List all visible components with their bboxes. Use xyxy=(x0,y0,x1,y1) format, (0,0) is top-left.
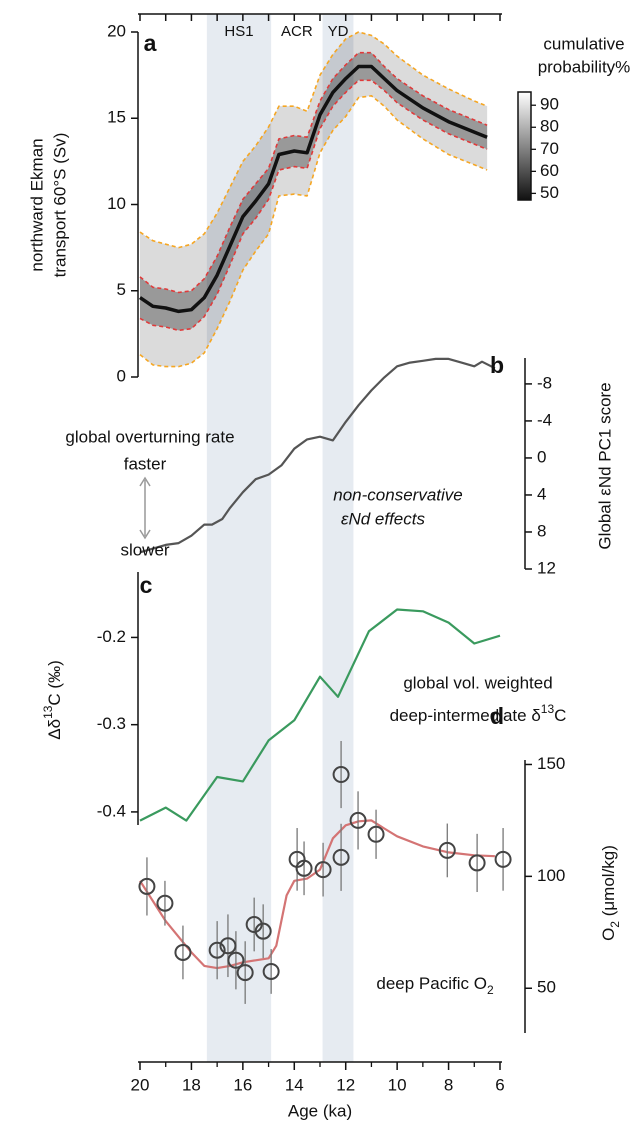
y-tick-label: 12 xyxy=(537,558,556,577)
interval-label: ACR xyxy=(281,23,313,40)
data-point xyxy=(227,951,245,969)
x-axis-label: Age (ka) xyxy=(288,1101,352,1120)
annotation-part: C xyxy=(554,706,566,725)
data-point xyxy=(332,848,350,866)
y-axis-label-part: (μmol/kg) xyxy=(599,845,618,921)
y-tick-label: 0 xyxy=(537,447,546,466)
data-line xyxy=(139,95,488,368)
y-tick-label: 10 xyxy=(107,194,126,213)
annotation-part: 2 xyxy=(487,983,494,997)
annotation: deep Pacific O2 xyxy=(376,974,494,997)
y-axis-label: Δδ13C (‰) xyxy=(41,660,64,740)
data-point xyxy=(174,943,192,961)
data-line xyxy=(139,819,495,970)
colorbar-title: probability% xyxy=(538,57,631,76)
colorbar-tick-label: 70 xyxy=(540,139,559,158)
data-point xyxy=(138,877,156,895)
x-tick-label: 16 xyxy=(233,1075,252,1094)
background-layer xyxy=(206,14,354,1062)
y-tick-label: -8 xyxy=(537,373,552,392)
data-point xyxy=(494,850,512,868)
y-tick-label: 4 xyxy=(537,484,546,503)
annotation-part: 13 xyxy=(541,702,555,716)
x-tick-label: 10 xyxy=(388,1075,407,1094)
data-point xyxy=(314,861,332,879)
interval-band xyxy=(322,14,354,1062)
y-tick-label: -4 xyxy=(537,410,552,429)
annotation-part: deep-intermediate δ xyxy=(390,706,541,725)
data-line xyxy=(139,31,488,249)
y-tick-label: -0.3 xyxy=(97,714,126,733)
y-axis-label: Global εNd PC1 score xyxy=(595,382,614,549)
y-tick-label: 50 xyxy=(537,978,556,997)
colorbar-tick-label: 80 xyxy=(540,117,559,136)
y-tick-label: 8 xyxy=(537,521,546,540)
data-point xyxy=(262,962,280,980)
data-point xyxy=(468,854,486,872)
data-point xyxy=(367,825,385,843)
y-axis-label-part: Δδ xyxy=(45,719,64,740)
annotation-part: deep Pacific O xyxy=(376,974,487,993)
panel-letter: a xyxy=(144,30,157,56)
data-point xyxy=(349,811,367,829)
x-tick-label: 6 xyxy=(495,1075,504,1094)
colorbar-title: cumulative xyxy=(543,34,624,53)
y-tick-label: 100 xyxy=(537,866,565,885)
data-point xyxy=(219,937,237,955)
y-tick-label: 20 xyxy=(107,21,126,40)
data-point xyxy=(236,964,254,982)
panel-letter: b xyxy=(490,352,504,378)
colorbar-tick-label: 50 xyxy=(540,183,559,202)
data-point xyxy=(332,766,350,784)
arrow-heads xyxy=(139,476,151,540)
colorbar-tick-label: 90 xyxy=(540,95,559,114)
y-axis-label-part: 13 xyxy=(41,705,55,719)
x-tick-label: 8 xyxy=(444,1075,453,1094)
data-line xyxy=(139,357,496,554)
colorbar-tick-label: 60 xyxy=(540,161,559,180)
data-line xyxy=(139,64,488,314)
data-point xyxy=(156,894,174,912)
panel-letter: d xyxy=(490,703,504,729)
panel-letter: c xyxy=(140,572,153,598)
interval-band xyxy=(206,14,272,1062)
x-tick-label: 18 xyxy=(182,1075,201,1094)
x-tick-label: 20 xyxy=(131,1075,150,1094)
interval-label: HS1 xyxy=(224,23,253,40)
data-point xyxy=(438,841,456,859)
y-tick-label: 5 xyxy=(117,280,126,299)
x-tick-label: 14 xyxy=(285,1075,304,1094)
y-axis-label: transport 60°S (Sv) xyxy=(50,133,69,278)
data-point xyxy=(254,922,272,940)
annotation: faster xyxy=(124,454,167,473)
data-line xyxy=(139,608,501,822)
interval-label: YD xyxy=(328,23,349,40)
probability-cloud xyxy=(140,52,488,331)
y-tick-label: 15 xyxy=(107,108,126,127)
y-axis-label: northward Ekman xyxy=(27,138,46,271)
y-tick-label: -0.4 xyxy=(97,801,126,820)
y-tick-label: 150 xyxy=(537,754,565,773)
annotation: deep-intermediate δ13C xyxy=(390,702,567,725)
y-tick-label: 0 xyxy=(117,366,126,385)
data-line xyxy=(139,79,488,332)
y-axis-label: O2 (μmol/kg) xyxy=(599,845,622,941)
annotation: slower xyxy=(120,540,169,559)
y-axis-label-part: 2 xyxy=(608,921,622,928)
colorbar xyxy=(517,91,532,201)
y-tick-label: -0.2 xyxy=(97,627,126,646)
annotation: global vol. weighted xyxy=(403,673,552,692)
probability-cloud xyxy=(140,32,488,367)
data-point xyxy=(208,941,226,959)
annotation: global overturning rate xyxy=(65,427,234,446)
y-axis-label-part: C (‰) xyxy=(45,660,64,705)
x-tick-label: 12 xyxy=(336,1075,355,1094)
data-point xyxy=(295,859,313,877)
y-axis-label-part: O xyxy=(599,928,618,941)
annotation: εNd effects xyxy=(341,509,426,528)
annotation: non-conservative xyxy=(333,485,462,504)
